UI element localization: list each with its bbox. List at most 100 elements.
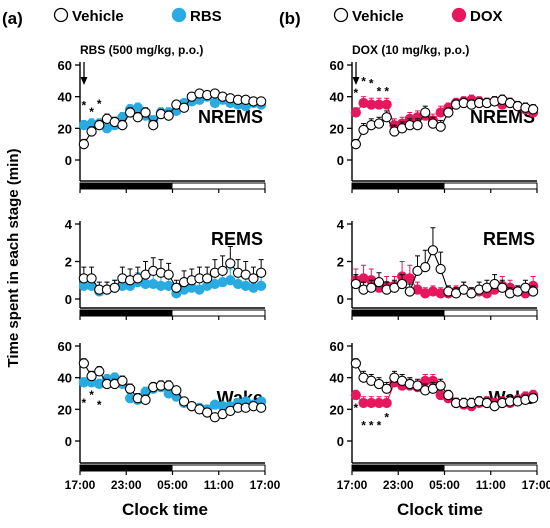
data-point (94, 120, 105, 131)
data-point (256, 280, 267, 291)
data-point (350, 389, 361, 401)
series-rbs (78, 268, 267, 299)
data-point (86, 370, 97, 382)
data-point (427, 245, 439, 256)
x-tick-label: 05:00 (429, 478, 460, 492)
data-point (350, 358, 362, 369)
data-point (527, 104, 539, 115)
data-point (140, 394, 151, 405)
legend-marker-rbs (171, 7, 187, 23)
x-axis-title-b: Clock time (397, 500, 483, 519)
data-point (86, 126, 97, 137)
significance-mark: * (384, 410, 389, 424)
dose-arrow-a (80, 62, 88, 85)
data-point (358, 124, 369, 136)
y-tick-label: 60 (330, 58, 344, 73)
significance-mark: * (377, 418, 382, 432)
data-point (148, 120, 159, 131)
data-point (255, 267, 267, 278)
legend-b: Vehicle DOX (333, 7, 503, 25)
legend-label-rbs: RBS (190, 8, 222, 25)
legend-a: Vehicle RBS (53, 7, 222, 25)
data-point (435, 121, 446, 132)
significance-mark: * (82, 98, 87, 112)
x-tick-label: 17:00 (250, 478, 281, 492)
data-point (435, 263, 446, 275)
data-point (350, 107, 361, 118)
panel-letter-a: (a) (2, 9, 23, 28)
panel-letter-b: (b) (279, 9, 301, 28)
series-vehicle (350, 358, 539, 412)
significance-mark: * (384, 84, 389, 98)
dark-period-bar (80, 183, 173, 189)
data-point (381, 383, 392, 394)
x-tick-label: 11:00 (476, 478, 506, 492)
data-point (202, 407, 213, 418)
y-tick-label: 20 (58, 121, 72, 136)
significance-mark: * (369, 76, 374, 90)
chart-b-rems: 0 2 4 REMS (337, 217, 539, 320)
dark-period-bar (352, 310, 445, 316)
x-tick-label: 17:00 (65, 478, 96, 492)
y-tick-label: 4 (65, 217, 73, 232)
data-point (350, 278, 362, 290)
data-point (396, 278, 408, 290)
data-point (255, 96, 267, 107)
stage-label: NREMS (198, 107, 263, 127)
series-vehicle (78, 358, 267, 423)
series-vehicle (78, 246, 267, 295)
data-point (202, 273, 213, 284)
y-tick-label: 0 (65, 153, 72, 168)
data-point (163, 380, 174, 391)
data-point (163, 269, 174, 280)
y-tick-label: 0 (337, 292, 344, 307)
data-point (109, 282, 120, 293)
data-point (132, 112, 143, 123)
data-point (171, 282, 182, 293)
y-tick-label: 0 (337, 434, 344, 449)
legend-marker-vehicle-b (333, 7, 349, 23)
y-tick-label: 40 (58, 371, 72, 386)
x-tick-label: 05:00 (157, 478, 188, 492)
y-tick-label: 4 (337, 217, 345, 232)
data-point (78, 358, 90, 369)
data-point (78, 139, 90, 150)
data-point (171, 385, 182, 396)
x-tick-label: 17:00 (522, 478, 550, 492)
x-axis-title-a: Clock time (122, 500, 208, 519)
y-tick-label: 40 (330, 90, 344, 105)
y-tick-label: 20 (58, 402, 72, 417)
significance-mark: * (361, 75, 366, 89)
y-tick-label: 20 (330, 402, 344, 417)
legend-label-vehicle-a: Vehicle (72, 8, 124, 25)
x-tick-label: 17:00 (337, 478, 368, 492)
data-point (497, 282, 508, 293)
x-tick-label: 23:00 (383, 478, 414, 492)
data-point (435, 380, 446, 391)
significance-mark: * (369, 418, 374, 432)
stage-label: REMS (483, 229, 535, 249)
y-tick-label: 0 (65, 292, 72, 307)
y-tick-label: 0 (65, 434, 72, 449)
data-point (404, 286, 415, 297)
legend-label-vehicle-b: Vehicle (352, 8, 404, 25)
stage-label: REMS (211, 229, 263, 249)
data-point (381, 397, 392, 409)
dose-arrow-b (352, 62, 360, 85)
significance-mark: * (82, 396, 87, 410)
data-point (366, 282, 377, 293)
y-tick-label: 20 (330, 121, 344, 136)
data-point (94, 366, 105, 377)
data-point (412, 120, 423, 131)
data-point (217, 265, 228, 277)
y-tick-label: 60 (58, 339, 72, 354)
y-tick-label: 2 (65, 255, 72, 270)
data-point (527, 393, 539, 404)
data-point (255, 402, 267, 413)
data-point (527, 286, 539, 297)
x-tick-label: 23:00 (111, 478, 142, 492)
y-tick-label: 40 (58, 90, 72, 105)
